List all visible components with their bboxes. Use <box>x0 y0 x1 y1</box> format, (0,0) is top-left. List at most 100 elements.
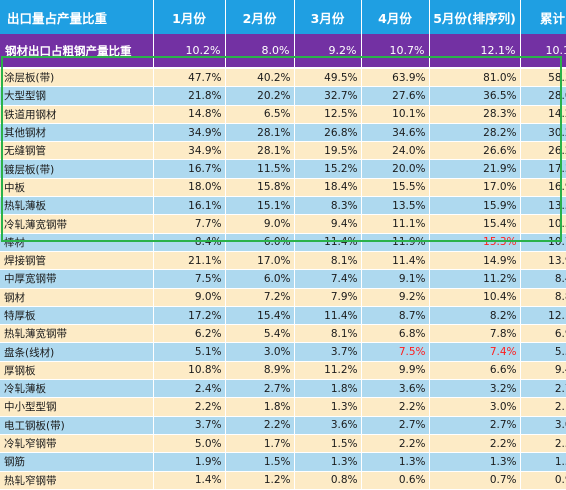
row-label: 棒材 <box>0 233 154 252</box>
cell-apr: 63.9% <box>361 69 430 88</box>
cell-may: 28.3% <box>429 105 521 124</box>
table-row: 钢材9.0%7.2%7.9%9.2%10.4%8.8% <box>0 288 566 307</box>
cell-may: 0.7% <box>429 471 521 490</box>
cell-may: 14.9% <box>429 251 521 271</box>
cell-may: 21.9% <box>429 159 521 179</box>
cell-mar: 1.5% <box>294 434 362 454</box>
cell-cumulative: 16.9% <box>520 178 566 198</box>
cell-may: 36.5% <box>429 86 521 106</box>
cell-cumulative: 28.0% <box>520 86 566 106</box>
cell-jan: 34.9% <box>153 141 226 161</box>
table-row: 钢筋1.9%1.5%1.3%1.3%1.3%1.5% <box>0 452 566 472</box>
row-label: 铁道用钢材 <box>0 105 154 124</box>
cell-jan: 21.8% <box>153 86 226 106</box>
cell-feb: 9.0% <box>225 214 295 234</box>
cell-jan: 8.4% <box>153 233 226 252</box>
cell-feb: 11.5% <box>225 159 295 179</box>
cell-feb: 28.1% <box>225 141 295 161</box>
cell-cumulative: 10.7% <box>520 233 566 252</box>
header-may-sorted: 5月份(排序列) <box>429 0 521 34</box>
cell-jan: 3.7% <box>153 416 226 435</box>
cell-feb: 6.0% <box>225 269 295 289</box>
cell-jan: 2.2% <box>153 397 226 417</box>
cell-apr: 13.5% <box>361 196 430 216</box>
summary-row: 钢材出口占粗钢产量比重 10.2% 8.0% 9.2% 10.7% 12.1% … <box>0 34 566 67</box>
row-label: 钢筋 <box>0 452 154 472</box>
cell-may: 6.6% <box>429 361 521 381</box>
cell-mar: 8.3% <box>294 196 362 216</box>
summary-value-mar: 9.2% <box>294 34 362 67</box>
row-label: 热轧薄宽钢带 <box>0 324 154 344</box>
row-label: 其他钢材 <box>0 123 154 143</box>
row-label: 热轧窄钢带 <box>0 471 154 490</box>
cell-mar: 8.1% <box>294 324 362 344</box>
cell-mar: 7.4% <box>294 269 362 289</box>
row-label: 焊接钢管 <box>0 251 154 271</box>
cell-jan: 14.8% <box>153 105 226 124</box>
cell-may: 17.0% <box>429 178 521 198</box>
row-label: 镀层板(带) <box>0 159 154 179</box>
cell-mar: 18.4% <box>294 178 362 198</box>
cell-feb: 6.5% <box>225 105 295 124</box>
cell-feb: 1.2% <box>225 471 295 490</box>
cell-mar: 26.8% <box>294 123 362 143</box>
cell-jan: 6.2% <box>153 324 226 344</box>
cell-mar: 49.5% <box>294 69 362 88</box>
row-label: 盘条(线材) <box>0 342 154 362</box>
cell-jan: 7.7% <box>153 214 226 234</box>
cell-cumulative: 26.2% <box>520 141 566 161</box>
table-row: 涂层板(带)47.7%40.2%49.5%63.9%81.0%58.3% <box>0 69 566 88</box>
row-label: 无缝钢管 <box>0 141 154 161</box>
cell-jan: 5.0% <box>153 434 226 454</box>
cell-apr: 24.0% <box>361 141 430 161</box>
cell-mar: 3.6% <box>294 416 362 435</box>
cell-cumulative: 8.4% <box>520 269 566 289</box>
cell-cumulative: 12.1% <box>520 306 566 326</box>
row-label: 电工钢板(带) <box>0 416 154 435</box>
cell-feb: 15.1% <box>225 196 295 216</box>
cell-apr: 20.0% <box>361 159 430 179</box>
cell-jan: 47.7% <box>153 69 226 88</box>
row-label: 大型型钢 <box>0 86 154 106</box>
cell-jan: 34.9% <box>153 123 226 143</box>
cell-feb: 1.7% <box>225 434 295 454</box>
row-label: 中板 <box>0 178 154 198</box>
cell-apr: 1.3% <box>361 452 430 472</box>
table-row: 电工钢板(带)3.7%2.2%3.6%2.7%2.7%3.0% <box>0 416 566 435</box>
summary-value-jan: 10.2% <box>153 34 226 67</box>
cell-feb: 1.5% <box>225 452 295 472</box>
cell-mar: 11.4% <box>294 306 362 326</box>
cell-jan: 10.8% <box>153 361 226 381</box>
cell-apr: 8.7% <box>361 306 430 326</box>
row-label: 厚钢板 <box>0 361 154 381</box>
cell-feb: 40.2% <box>225 69 295 88</box>
cell-feb: 15.4% <box>225 306 295 326</box>
cell-mar: 15.2% <box>294 159 362 179</box>
cell-feb: 17.0% <box>225 251 295 271</box>
table-row: 棒材8.4%6.0%11.4%11.9%15.3%10.7% <box>0 233 566 252</box>
cell-may: 10.4% <box>429 288 521 307</box>
cell-may: 2.2% <box>429 434 521 454</box>
cell-mar: 1.3% <box>294 452 362 472</box>
cell-cumulative: 17.3% <box>520 159 566 179</box>
cell-mar: 12.5% <box>294 105 362 124</box>
cell-feb: 7.2% <box>225 288 295 307</box>
header-row: 出口量占产量比重 1月份 2月份 3月份 4月份 5月份(排序列) 累计 <box>0 0 566 34</box>
cell-cumulative: 8.8% <box>520 288 566 307</box>
cell-apr: 0.6% <box>361 471 430 490</box>
cell-jan: 16.7% <box>153 159 226 179</box>
cell-mar: 3.7% <box>294 342 362 362</box>
cell-may: 7.4% <box>429 342 521 362</box>
cell-feb: 2.7% <box>225 379 295 399</box>
header-cumulative: 累计 <box>520 0 566 34</box>
cell-may: 26.6% <box>429 141 521 161</box>
cell-mar: 1.3% <box>294 397 362 417</box>
cell-feb: 15.8% <box>225 178 295 198</box>
cell-apr: 2.2% <box>361 397 430 417</box>
